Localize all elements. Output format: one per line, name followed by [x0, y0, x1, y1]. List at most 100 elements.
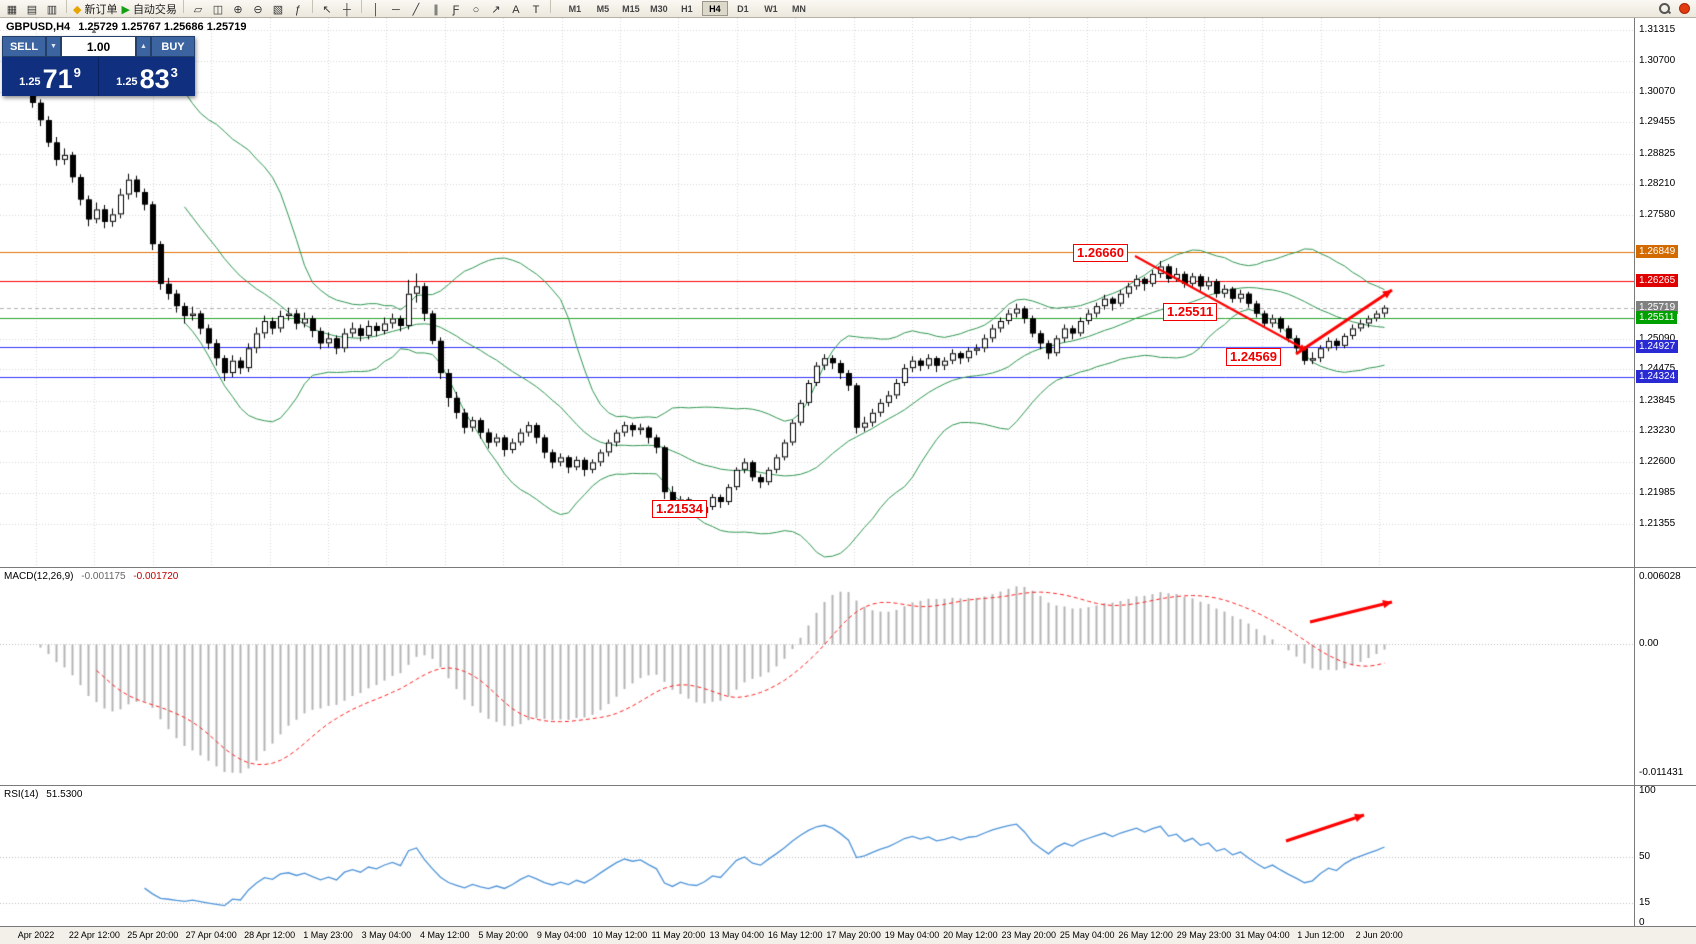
volume-spinner-icon[interactable]: ▲ — [136, 36, 151, 57]
sell-button[interactable]: SELL — [2, 36, 46, 57]
volume-dropdown-icon[interactable]: ▼ — [46, 36, 61, 57]
trendline-icon[interactable]: ╱ — [407, 2, 425, 18]
date-label: 20 May 12:00 — [943, 930, 998, 940]
new-order-button[interactable]: ◆ 新订单 — [72, 2, 118, 18]
macd-header: MACD(12,26,9) -0.001175 -0.001720 — [4, 571, 178, 582]
date-label: 13 May 04:00 — [709, 930, 765, 940]
buy-price-display[interactable]: 1.25 83 3 — [116, 64, 178, 94]
autotrading-button[interactable]: ▶ 自动交易 — [120, 2, 177, 18]
date-label: 25 May 04:00 — [1059, 930, 1115, 940]
one-click-trading-panel: SELL ▼ ▲ BUY 1.25 71 9 1.25 83 3 — [2, 36, 195, 96]
price-axis-label: 1.30070 — [1639, 85, 1676, 97]
vertical-line-icon[interactable]: │ — [367, 2, 385, 18]
macd-axis-label: 0.006028 — [1639, 570, 1681, 582]
timeframe-m5[interactable]: M5 — [590, 1, 616, 16]
new-chart-icon[interactable]: ▦ — [3, 2, 21, 18]
fibonacci-icon[interactable]: Ƒ — [447, 2, 465, 18]
price-level-badge: 1.26265 — [1636, 273, 1679, 287]
autotrading-button: ▶ — [121, 3, 130, 16]
equidistant-channel-icon[interactable]: ∥ — [427, 2, 445, 18]
notification-icon[interactable] — [1679, 3, 1690, 14]
profiles-icon[interactable]: ▤ — [23, 2, 41, 18]
price-axis-label: 1.30700 — [1639, 54, 1676, 66]
date-label: 19 May 04:00 — [884, 930, 940, 940]
date-label: 31 May 04:00 — [1235, 930, 1290, 940]
autotrading-button-label: 自动交易 — [132, 3, 177, 16]
cascade-windows-icon[interactable]: ▱ — [189, 2, 207, 18]
market-watch-icon: ▥ — [46, 3, 58, 16]
cursor-icon[interactable]: ↖ — [318, 2, 336, 18]
text-label-icon[interactable]: T — [527, 2, 545, 18]
zoom-out-icon[interactable]: ⊖ — [249, 2, 267, 18]
price-annotation: 1.25511 — [1163, 303, 1218, 321]
price-level-badge: 1.26849 — [1636, 244, 1679, 258]
price-axis-label: 1.22600 — [1639, 456, 1676, 468]
sell-price-display[interactable]: 1.25 71 9 — [2, 57, 99, 96]
timeframe-h4[interactable]: H4 — [701, 1, 728, 16]
timeframe-d1[interactable]: D1 — [730, 1, 756, 16]
text-label-icon: T — [532, 3, 540, 16]
rsi-panel: RSI(14) 51.5300 — [0, 785, 1634, 926]
shapes-icon[interactable]: ○ — [467, 2, 485, 18]
price-level-badge: 1.25719 — [1636, 300, 1679, 314]
new-chart-icon: ▦ — [6, 3, 18, 16]
rsi-canvas[interactable] — [0, 786, 1634, 926]
indicators-icon[interactable]: ƒ — [289, 2, 307, 18]
new-order-button: ◆ — [73, 3, 82, 16]
date-label: Apr 2022 — [17, 930, 55, 940]
timeframe-m1[interactable]: M1 — [562, 1, 588, 16]
search-icon[interactable] — [1658, 2, 1671, 15]
macd-canvas[interactable] — [0, 568, 1634, 785]
horizontal-line-icon[interactable]: ─ — [387, 2, 405, 18]
collapse-trading-panel-icon[interactable]: ▲ — [90, 26, 98, 35]
toolbar-separator — [360, 0, 362, 13]
date-label: 4 May 12:00 — [420, 930, 470, 940]
date-label: 17 May 20:00 — [826, 930, 881, 940]
cursor-icon: ↖ — [322, 3, 332, 16]
toolbar: ▦ ▤ ▥ ◆ 新订单 ▶ 自动交易 ▱ ◫ ⊕ ⊖ ▧ ƒ ↖ ┼ │ ─ ╱ ∥ Ƒ ○ ↗ A T M1 M5 M15 M30… — [0, 0, 1696, 18]
arrow-object-icon[interactable]: ↗ — [487, 2, 505, 18]
buy-button[interactable]: BUY — [151, 36, 195, 57]
price-level-badge: 1.24324 — [1636, 369, 1679, 383]
toolbar-separator — [66, 0, 67, 13]
text-icon: A — [512, 3, 520, 16]
toolbar-separator — [182, 0, 184, 13]
price-axis-label: 1.28825 — [1639, 147, 1676, 159]
date-axis[interactable]: Apr 2022 22 Apr 12:00 25 Apr 20:00 27 Apr 0… — [0, 926, 1696, 944]
text-icon[interactable]: A — [507, 2, 525, 18]
price-axis-label: 1.25090 — [1639, 332, 1676, 344]
date-label: 3 May 04:00 — [361, 930, 412, 940]
timeframe-m30[interactable]: M30 — [646, 1, 672, 16]
arrow-object-icon: ↗ — [491, 3, 501, 16]
price-chart-canvas[interactable] — [0, 18, 1634, 567]
tile-windows-icon[interactable]: ◫ — [209, 2, 227, 18]
price-annotation: 1.21534 — [652, 500, 707, 518]
date-label: 22 Apr 12:00 — [68, 930, 120, 940]
price-level-badge: 1.25511 — [1636, 310, 1678, 324]
date-label: 28 Apr 12:00 — [244, 930, 296, 940]
timeframe-m15[interactable]: M15 — [618, 1, 644, 16]
market-watch-icon[interactable]: ▥ — [43, 2, 61, 18]
vertical-line-icon: │ — [372, 3, 380, 16]
profiles-icon: ▤ — [26, 3, 38, 16]
volume-input[interactable] — [61, 36, 136, 57]
crosshair-icon[interactable]: ┼ — [338, 2, 356, 18]
rsi-header: RSI(14) 51.5300 — [4, 789, 82, 800]
templates-icon[interactable]: ▧ — [269, 2, 287, 18]
equidistant-channel-icon: ∥ — [433, 3, 439, 16]
price-axis[interactable]: 1.31315 1.30700 1.30070 1.29455 1.28825 1.282… — [1634, 18, 1696, 567]
rsi-axis[interactable]: 100 50 15 0 — [1634, 785, 1696, 928]
macd-panel: MACD(12,26,9) -0.001175 -0.001720 — [0, 567, 1634, 785]
macd-axis-label: -0.011431 — [1639, 766, 1684, 778]
timeframe-h1[interactable]: H1 — [674, 1, 700, 16]
zoom-in-icon[interactable]: ⊕ — [229, 2, 247, 18]
timeframe-mn[interactable]: MN — [786, 1, 812, 16]
timeframe-w1[interactable]: W1 — [758, 1, 784, 16]
horizontal-line-icon: ─ — [392, 3, 400, 16]
macd-axis[interactable]: 0.006028 0.00 -0.011431 — [1634, 567, 1696, 785]
macd-label: MACD(12,26,9) — [4, 571, 74, 582]
rsi-axis-label: 15 — [1639, 897, 1651, 909]
cascade-windows-icon: ▱ — [193, 3, 203, 16]
shapes-icon: ○ — [472, 3, 480, 16]
